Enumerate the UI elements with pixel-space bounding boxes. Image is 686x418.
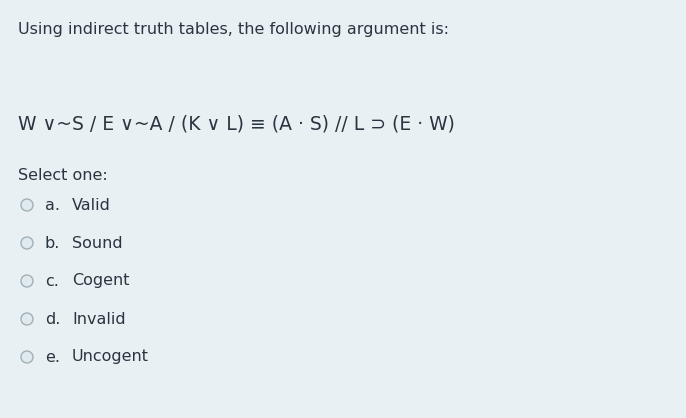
Text: Using indirect truth tables, the following argument is:: Using indirect truth tables, the followi… xyxy=(18,22,449,37)
Text: Sound: Sound xyxy=(72,235,123,250)
Text: Valid: Valid xyxy=(72,197,111,212)
Text: W ∨~S / E ∨~A / (K ∨ L) ≡ (A · S) // L ⊃ (E · W): W ∨~S / E ∨~A / (K ∨ L) ≡ (A · S) // L ⊃… xyxy=(18,115,455,134)
Text: Select one:: Select one: xyxy=(18,168,108,183)
Circle shape xyxy=(21,237,33,249)
Text: b.: b. xyxy=(45,235,60,250)
Circle shape xyxy=(21,351,33,363)
Text: Invalid: Invalid xyxy=(72,311,126,326)
Text: Uncogent: Uncogent xyxy=(72,349,149,364)
Text: d.: d. xyxy=(45,311,60,326)
Text: a.: a. xyxy=(45,197,60,212)
Text: c.: c. xyxy=(45,273,59,288)
Text: e.: e. xyxy=(45,349,60,364)
Circle shape xyxy=(21,313,33,325)
Text: Cogent: Cogent xyxy=(72,273,130,288)
Circle shape xyxy=(21,275,33,287)
Circle shape xyxy=(21,199,33,211)
